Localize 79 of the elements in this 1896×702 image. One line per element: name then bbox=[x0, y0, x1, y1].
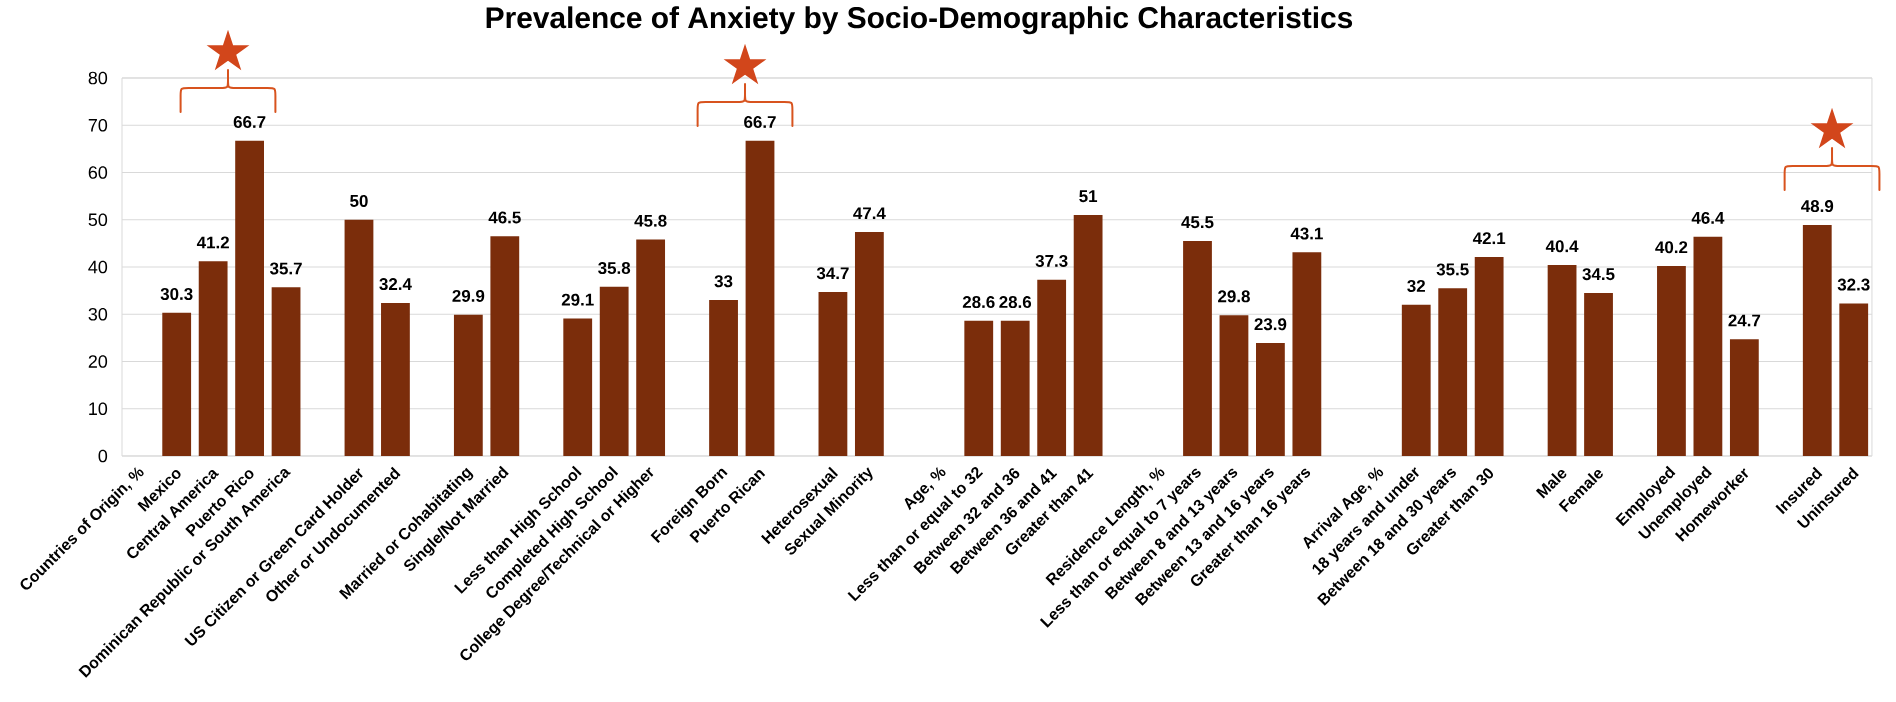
bar bbox=[1219, 315, 1249, 456]
data-label: 48.9 bbox=[1801, 200, 1834, 213]
annotation: ★ bbox=[1810, 107, 1854, 149]
bar bbox=[1000, 320, 1030, 456]
data-label: 29.1 bbox=[561, 293, 594, 306]
bar bbox=[636, 239, 666, 456]
bar bbox=[1657, 266, 1686, 456]
bar bbox=[964, 320, 994, 456]
data-label: 34.7 bbox=[816, 267, 849, 280]
data-label: 33 bbox=[714, 275, 733, 288]
data-label: 66.7 bbox=[233, 116, 266, 129]
bar bbox=[1256, 343, 1285, 456]
bar bbox=[1037, 279, 1067, 456]
data-label: 24.7 bbox=[1728, 314, 1761, 327]
data-label: 43.1 bbox=[1290, 227, 1323, 240]
y-tick-label: 50 bbox=[88, 213, 108, 227]
data-label: 41.2 bbox=[196, 236, 229, 249]
y-tick-label: 30 bbox=[88, 307, 108, 321]
bar bbox=[198, 261, 228, 456]
bar bbox=[1474, 257, 1504, 456]
bar bbox=[235, 140, 264, 456]
annotation: ★ bbox=[723, 43, 767, 85]
bar bbox=[709, 300, 738, 456]
bar bbox=[745, 140, 775, 456]
bar bbox=[1729, 339, 1759, 456]
bar bbox=[854, 232, 884, 456]
bar bbox=[599, 286, 629, 456]
data-label: 29.8 bbox=[1218, 290, 1250, 303]
data-label: 42.1 bbox=[1472, 232, 1506, 245]
bar bbox=[1292, 252, 1322, 456]
bar bbox=[381, 302, 410, 456]
data-label: 35.5 bbox=[1436, 263, 1469, 276]
bar bbox=[1073, 215, 1103, 456]
bar bbox=[1183, 241, 1212, 456]
bar bbox=[563, 318, 593, 456]
data-label: 37.3 bbox=[1035, 254, 1068, 267]
y-tick-label: 20 bbox=[88, 355, 108, 368]
bar bbox=[490, 236, 520, 456]
data-label: 51 bbox=[1079, 190, 1098, 203]
y-tick-label: 70 bbox=[88, 118, 108, 132]
chart-title: Prevalence of Anxiety by Socio-Demographic Characteristics bbox=[486, 6, 1353, 35]
data-label: 40.2 bbox=[1655, 241, 1688, 254]
data-label: 23.9 bbox=[1254, 318, 1287, 331]
y-tick-label: 40 bbox=[88, 260, 108, 274]
y-tick-label: 10 bbox=[89, 402, 108, 416]
bar bbox=[1802, 224, 1832, 456]
data-label: 35.8 bbox=[598, 262, 631, 275]
data-label: 32.4 bbox=[379, 278, 412, 291]
data-label: 32.3 bbox=[1837, 278, 1870, 291]
data-label: 47.4 bbox=[853, 207, 886, 220]
data-label: 45.5 bbox=[1181, 216, 1214, 229]
data-label: 34.5 bbox=[1582, 268, 1615, 281]
data-label: 32 bbox=[1407, 279, 1425, 292]
data-label: 30.3 bbox=[160, 288, 193, 301]
data-label: 35.7 bbox=[269, 262, 302, 275]
data-label: 46.5 bbox=[488, 211, 521, 224]
y-tick-label: 60 bbox=[88, 166, 108, 179]
bar bbox=[1401, 304, 1431, 456]
data-label: 45.8 bbox=[634, 214, 667, 227]
bar bbox=[271, 287, 301, 456]
text: ★ bbox=[206, 29, 250, 71]
bar bbox=[1693, 236, 1723, 456]
data-label: 28.6 bbox=[999, 296, 1032, 309]
bar bbox=[453, 314, 483, 456]
bar bbox=[1547, 265, 1577, 456]
bar bbox=[1839, 303, 1869, 456]
y-tick-label: 0 bbox=[98, 449, 108, 463]
bar bbox=[344, 219, 374, 456]
data-label: 29.9 bbox=[452, 289, 485, 302]
data-label: 28.6 bbox=[962, 296, 995, 309]
data-label: 46.4 bbox=[1691, 211, 1725, 224]
bar bbox=[1438, 288, 1468, 456]
bar bbox=[162, 312, 192, 456]
y-tick-label: 80 bbox=[88, 71, 108, 85]
bar bbox=[818, 292, 848, 456]
bar bbox=[1584, 292, 1613, 456]
data-label: 50 bbox=[350, 194, 368, 207]
data-label: 40.4 bbox=[1545, 240, 1579, 253]
data-label: 66.7 bbox=[744, 116, 776, 129]
